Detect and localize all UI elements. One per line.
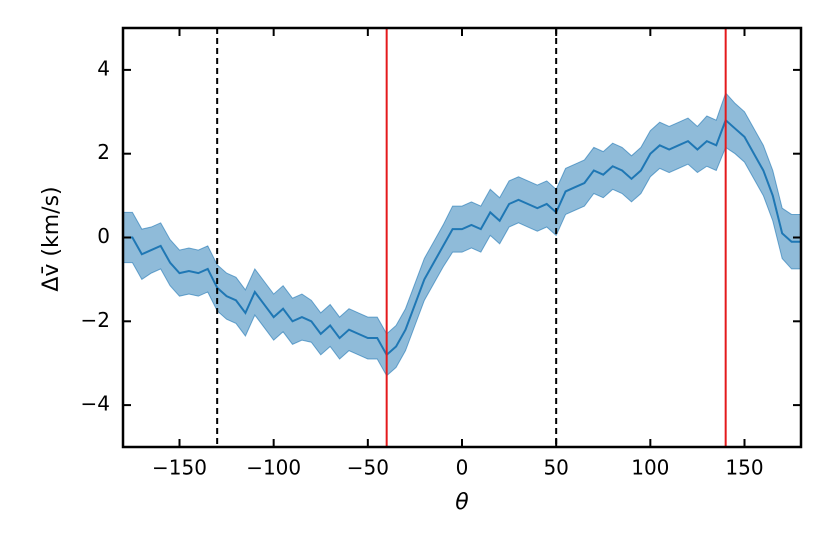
x-tick-label: 150 (725, 456, 763, 480)
y-axis-label: Δv̄ (km/s) (39, 186, 64, 291)
x-tick-label: 100 (631, 456, 669, 480)
y-tick-label: 0 (97, 224, 110, 248)
y-tick-label: −4 (81, 392, 110, 416)
error-band (122, 91, 802, 377)
line (123, 118, 801, 357)
x-tick-label: −100 (246, 456, 301, 480)
y-tick-label: 2 (97, 140, 110, 164)
x-tick-label: 0 (456, 456, 469, 480)
y-tick-label: 4 (97, 56, 110, 80)
x-tick-label: −50 (347, 456, 389, 480)
y-tick-label: −2 (81, 308, 110, 332)
x-axis-label: θ (455, 490, 469, 515)
x-tick-label: 50 (543, 456, 568, 480)
x-tick-label: −150 (152, 456, 207, 480)
